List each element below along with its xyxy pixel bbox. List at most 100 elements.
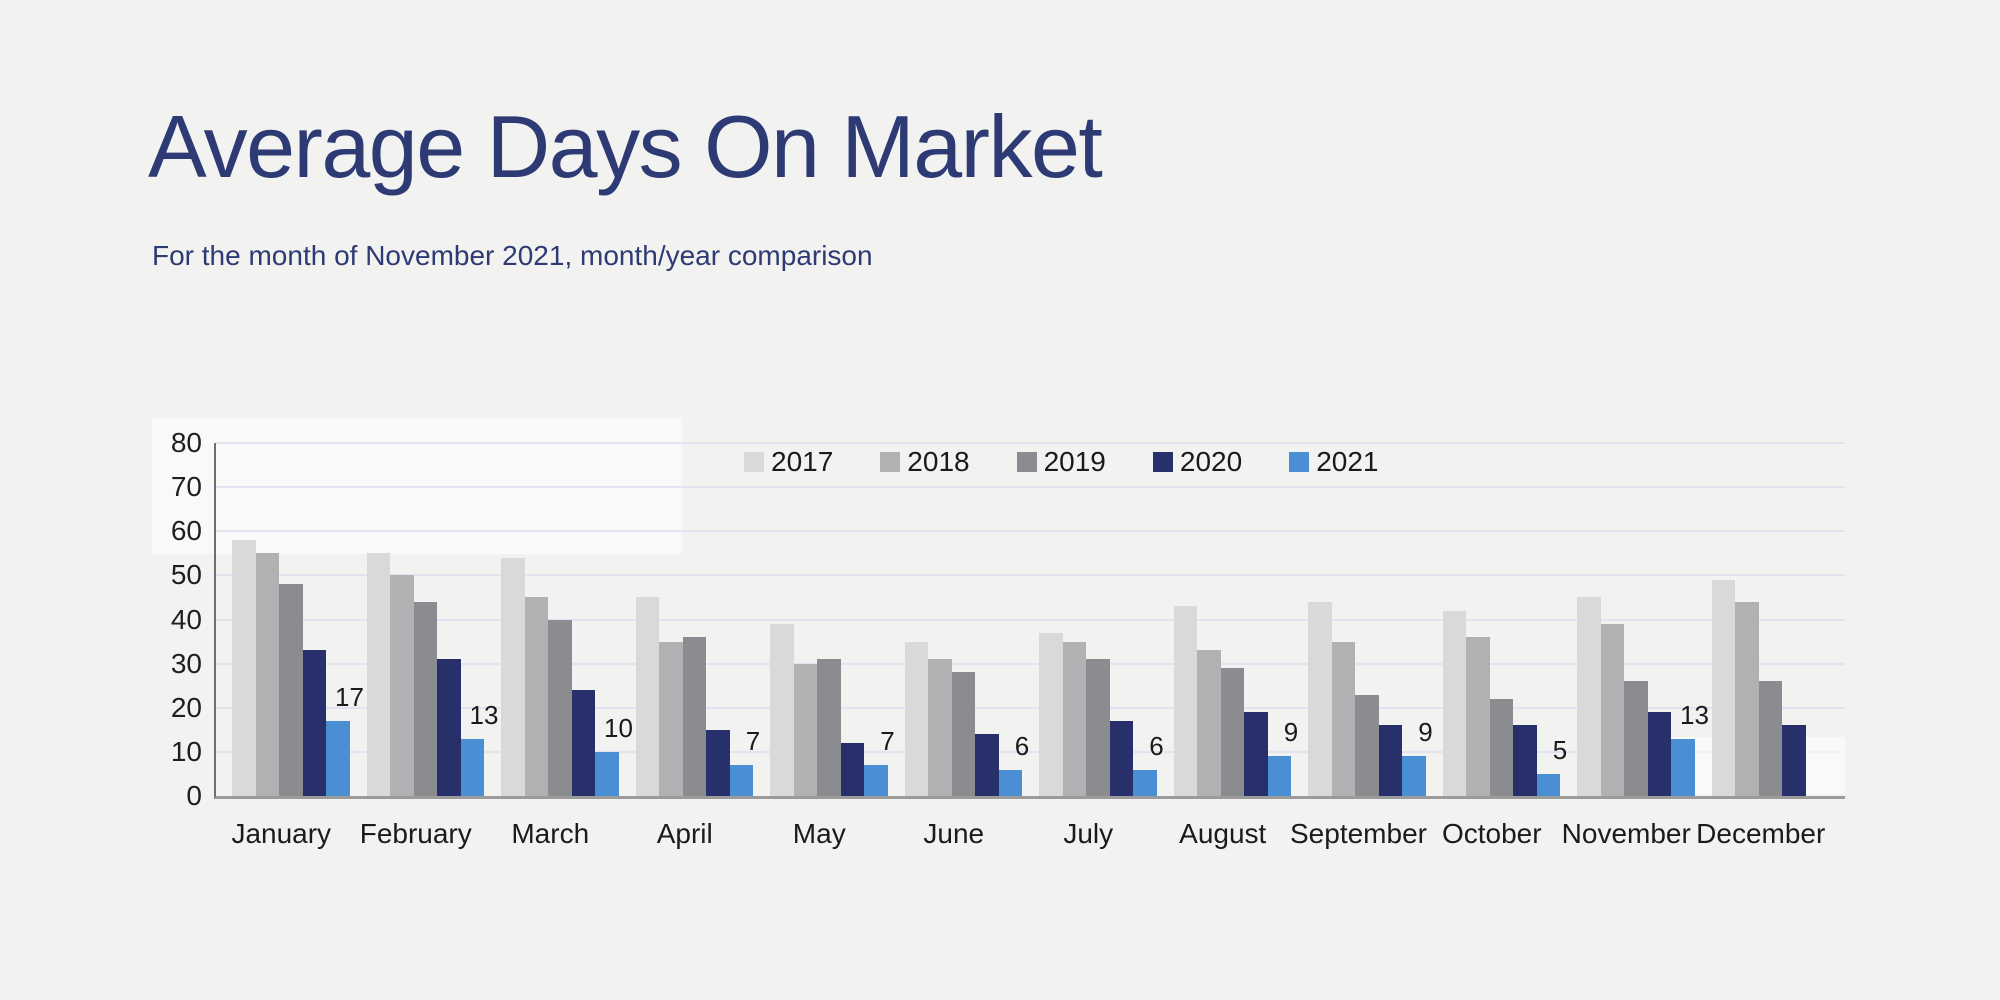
bar-2017-july: [1039, 632, 1063, 796]
bar-2017-november: [1577, 597, 1601, 796]
bar-group-january: 17: [216, 443, 364, 796]
bar-2020-march: [571, 690, 595, 796]
legend-item-2019: 2019: [1016, 446, 1106, 478]
y-tick-label-0: 0: [186, 780, 202, 811]
bar-group-september: 9: [1292, 443, 1433, 796]
y-tick-label-20: 20: [170, 691, 202, 723]
gridline-70: [216, 486, 1845, 489]
bar-2018-march: [524, 597, 548, 796]
bar-2018-october: [1466, 637, 1490, 796]
bar-2020-august: [1244, 712, 1268, 796]
legend-label: 2018: [907, 446, 970, 477]
bar-2019-may: [817, 659, 841, 796]
bar-2017-june: [904, 641, 928, 796]
bar-2020-may: [840, 743, 864, 796]
y-tick-label-40: 40: [170, 603, 202, 635]
bar-group-july: 6: [1023, 443, 1164, 796]
bar-groups: 17 13 10 7 7 6 6 9 9 5 13: [216, 443, 1845, 796]
x-tick-label-may: May: [792, 818, 846, 849]
bar-2021-may: [864, 765, 888, 796]
bar-group-february: 13: [351, 443, 498, 796]
bar-2018-january: [255, 553, 279, 796]
bar-2017-december: [1711, 579, 1735, 796]
bar-2017-february: [366, 553, 390, 796]
bar-2019-november: [1624, 681, 1648, 796]
gridline-60: [216, 530, 1845, 533]
bar-2021-november: [1671, 738, 1695, 796]
plot-area: 17 13 10 7 7 6 6 9 9 5 13: [214, 442, 1845, 799]
y-tick-label-70: 70: [170, 471, 202, 503]
data-label-2021-february: 13: [469, 699, 499, 730]
page-subtitle: For the month of November 2021, month/ye…: [152, 240, 873, 271]
x-tick-label-june: June: [923, 818, 985, 849]
data-label-2021-october: 5: [1552, 734, 1568, 765]
y-axis-labels: 0 10 20 30 40 50 60 70 80: [130, 428, 202, 811]
bar-2021-june: [998, 769, 1022, 796]
bar-2021-march: [595, 751, 619, 796]
y-tick-label-50: 50: [170, 559, 202, 591]
bar-2019-december: [1758, 681, 1782, 796]
bar-2021-october: [1536, 773, 1560, 796]
bar-group-november: 13: [1561, 443, 1709, 796]
data-label-2021-april: 7: [745, 726, 761, 757]
y-tick-label-30: 30: [170, 647, 202, 679]
bar-2021-july: [1133, 769, 1157, 796]
bar-group-october: 5: [1427, 443, 1567, 796]
chart-legend: 2017 2018 2019 2020 2021: [744, 446, 1378, 478]
legend-swatch-icon: [744, 452, 764, 472]
bar-2020-december: [1782, 725, 1806, 796]
legend-label: 2019: [1043, 446, 1106, 477]
x-tick-label-february: February: [359, 818, 472, 849]
bar-2018-june: [928, 659, 952, 796]
legend-label: 2021: [1316, 446, 1379, 477]
bar-2017-april: [635, 597, 659, 796]
bar-2017-january: [232, 540, 256, 796]
bar-group-august: 9: [1158, 443, 1298, 796]
legend-label: 2017: [771, 446, 834, 477]
bar-group-april: 7: [620, 443, 760, 796]
bar-2018-august: [1197, 650, 1221, 796]
x-tick-label-november: November: [1561, 818, 1691, 849]
bar-2020-june: [975, 734, 999, 796]
x-tick-label-january: January: [231, 818, 332, 849]
bar-2019-september: [1355, 694, 1379, 796]
bar-2019-june: [951, 672, 975, 796]
bar-2019-january: [279, 584, 303, 796]
x-tick-label-october: October: [1441, 818, 1542, 849]
bar-2018-april: [659, 641, 683, 796]
x-tick-label-september: September: [1290, 818, 1427, 849]
bar-2020-april: [706, 729, 730, 796]
bar-group-march: 10: [485, 443, 633, 796]
bar-2017-march: [501, 557, 525, 796]
bar-2018-february: [390, 575, 414, 796]
legend-label: 2020: [1179, 446, 1243, 477]
legend-item-2020: 2020: [1152, 446, 1243, 478]
bar-2020-february: [437, 659, 461, 796]
bar-2018-july: [1062, 641, 1086, 796]
bar-2019-february: [413, 601, 437, 796]
bar-2020-september: [1378, 725, 1402, 796]
legend-swatch-icon: [1016, 452, 1037, 472]
data-label-2021-may: 7: [880, 726, 895, 757]
bar-2021-september: [1402, 756, 1426, 796]
legend-item-2021: 2021: [1289, 446, 1378, 478]
bar-2020-january: [302, 650, 326, 796]
bar-2021-january: [326, 721, 350, 796]
gridline-30: [216, 662, 1845, 665]
legend-swatch-icon: [1289, 452, 1310, 472]
x-tick-label-march: March: [511, 818, 590, 849]
bar-group-june: 6: [889, 443, 1029, 796]
bar-group-may: 7: [754, 443, 895, 796]
gridline-10: [216, 750, 1845, 753]
gridline-50: [216, 574, 1845, 577]
gridline-80: [216, 442, 1845, 444]
bar-2019-march: [548, 619, 572, 796]
data-label-2021-november: 13: [1680, 699, 1709, 730]
y-tick-label-80: 80: [170, 427, 202, 458]
data-label-2021-january: 17: [335, 682, 364, 712]
bar-2018-may: [793, 663, 817, 796]
bar-2020-july: [1109, 721, 1133, 796]
bar-2018-september: [1331, 641, 1355, 796]
bar-group-december: [1696, 443, 1831, 796]
